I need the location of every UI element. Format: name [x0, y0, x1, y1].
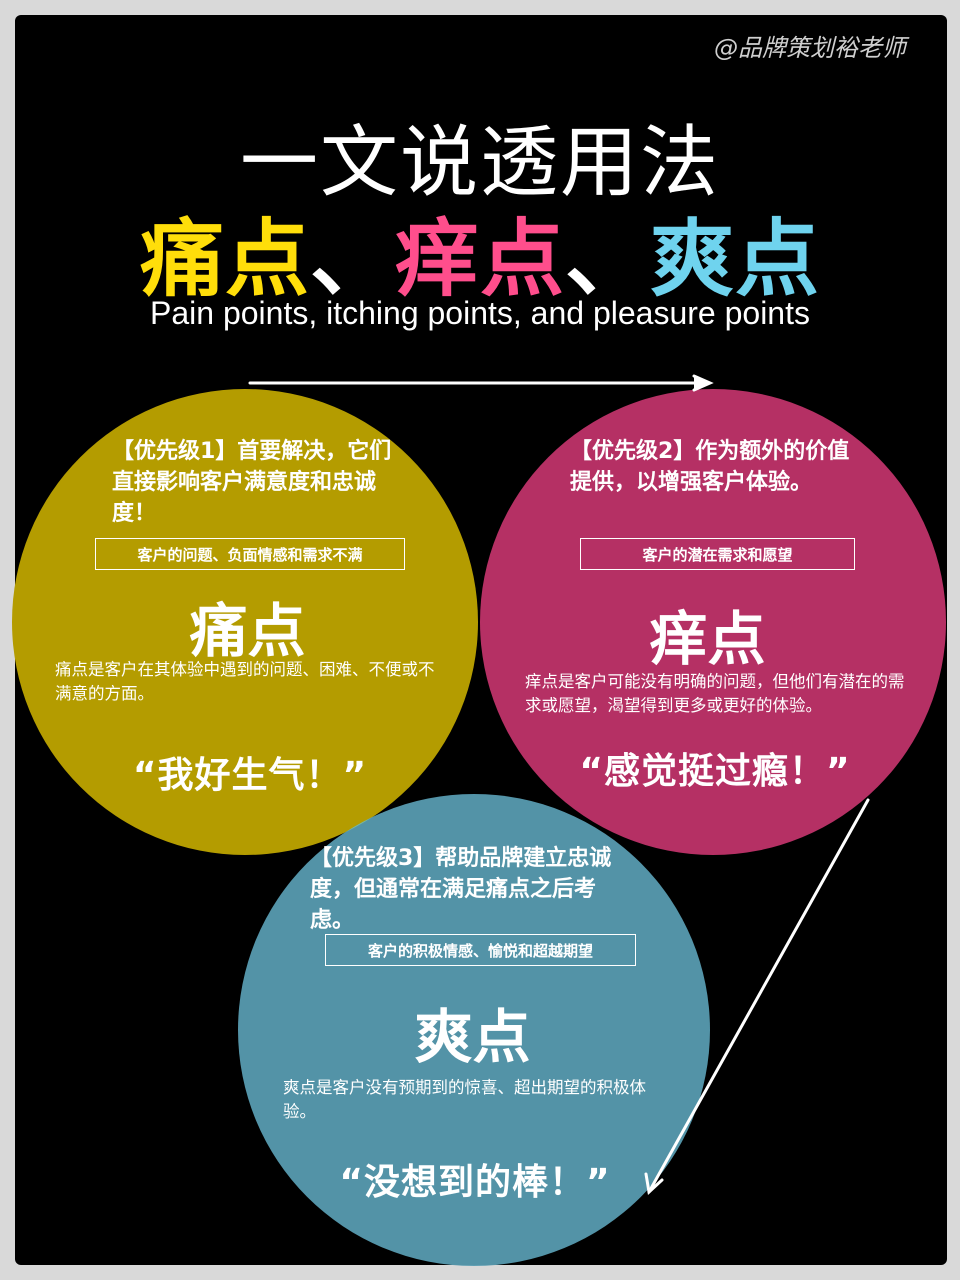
title-sep-1: 、 — [309, 210, 395, 308]
arrow-diagonal — [644, 798, 870, 1195]
title-pleasure: 爽点 — [650, 210, 821, 308]
itch-description: 痒点是客户可能没有明确的问题，但他们有潜在的需求或愿望，渴望得到更多或更好的体验… — [525, 672, 905, 715]
pleasure-description: 爽点是客户没有预期到的惊喜、超出期望的积极体验。 — [283, 1078, 646, 1121]
page-title: 一文说透用法 — [239, 118, 720, 208]
pleasure-quote: “没想到的棒！” — [339, 1162, 611, 1203]
pain-description: 痛点是客户在其体验中遇到的问题、困难、不便或不满意的方面。 — [55, 660, 435, 703]
itch-tag: 客户的潜在需求和愿望 — [580, 538, 855, 570]
title-highlight: 痛点、痒点、爽点 — [0, 192, 960, 313]
pain-label: 痛点 — [189, 597, 306, 665]
itch-label: 痒点 — [649, 605, 766, 673]
pleasure-priority: 【优先级3】帮助品牌建立忠诚度，但通常在满足痛点之后考虑。 — [310, 846, 612, 933]
arrow-top — [248, 374, 714, 392]
pleasure-tag: 客户的积极情感、愉悦和超越期望 — [325, 934, 636, 966]
itch-priority: 【优先级2】作为额外的价值提供，以增强客户体验。 — [570, 439, 850, 495]
pleasure-circle — [238, 794, 710, 1266]
page-subtitle: Pain points, itching points, and pleasur… — [150, 295, 810, 331]
itch-quote: “感觉挺过瘾！” — [579, 751, 851, 792]
pleasure-label: 爽点 — [414, 1003, 531, 1071]
title-pain: 痛点 — [139, 210, 310, 308]
itch-circle — [480, 389, 946, 855]
pain-quote: “我好生气！” — [132, 755, 368, 796]
title-itch: 痒点 — [394, 210, 565, 308]
pain-priority: 【优先级1】首要解决，它们直接影响客户满意度和忠诚度！ — [112, 439, 392, 526]
pain-circle — [12, 389, 478, 855]
title-sep-2: 、 — [565, 210, 651, 308]
pain-tag: 客户的问题、负面情感和需求不满 — [95, 538, 405, 570]
author-watermark: @品牌策划裕老师 — [714, 34, 906, 62]
